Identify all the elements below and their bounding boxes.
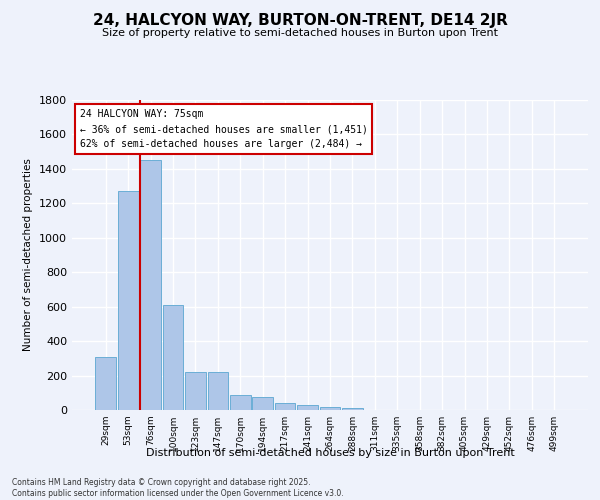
Bar [118, 192, 139, 410]
Bar [297, 405, 318, 410]
Bar [163, 305, 184, 410]
Text: Size of property relative to semi-detached houses in Burton upon Trent: Size of property relative to semi-detach… [102, 28, 498, 38]
Y-axis label: Number of semi-detached properties: Number of semi-detached properties [23, 158, 34, 352]
Text: Distribution of semi-detached houses by size in Burton upon Trent: Distribution of semi-detached houses by … [146, 448, 514, 458]
Bar [230, 396, 251, 410]
Text: Contains HM Land Registry data © Crown copyright and database right 2025.
Contai: Contains HM Land Registry data © Crown c… [12, 478, 344, 498]
Bar [185, 372, 206, 410]
Text: 24 HALCYON WAY: 75sqm
← 36% of semi-detached houses are smaller (1,451)
62% of s: 24 HALCYON WAY: 75sqm ← 36% of semi-deta… [80, 110, 368, 149]
Bar [275, 403, 295, 410]
Bar [95, 358, 116, 410]
Bar [140, 160, 161, 410]
Bar [208, 372, 228, 410]
Bar [253, 397, 273, 410]
Bar [342, 408, 363, 410]
Bar [320, 406, 340, 410]
Text: 24, HALCYON WAY, BURTON-ON-TRENT, DE14 2JR: 24, HALCYON WAY, BURTON-ON-TRENT, DE14 2… [92, 12, 508, 28]
